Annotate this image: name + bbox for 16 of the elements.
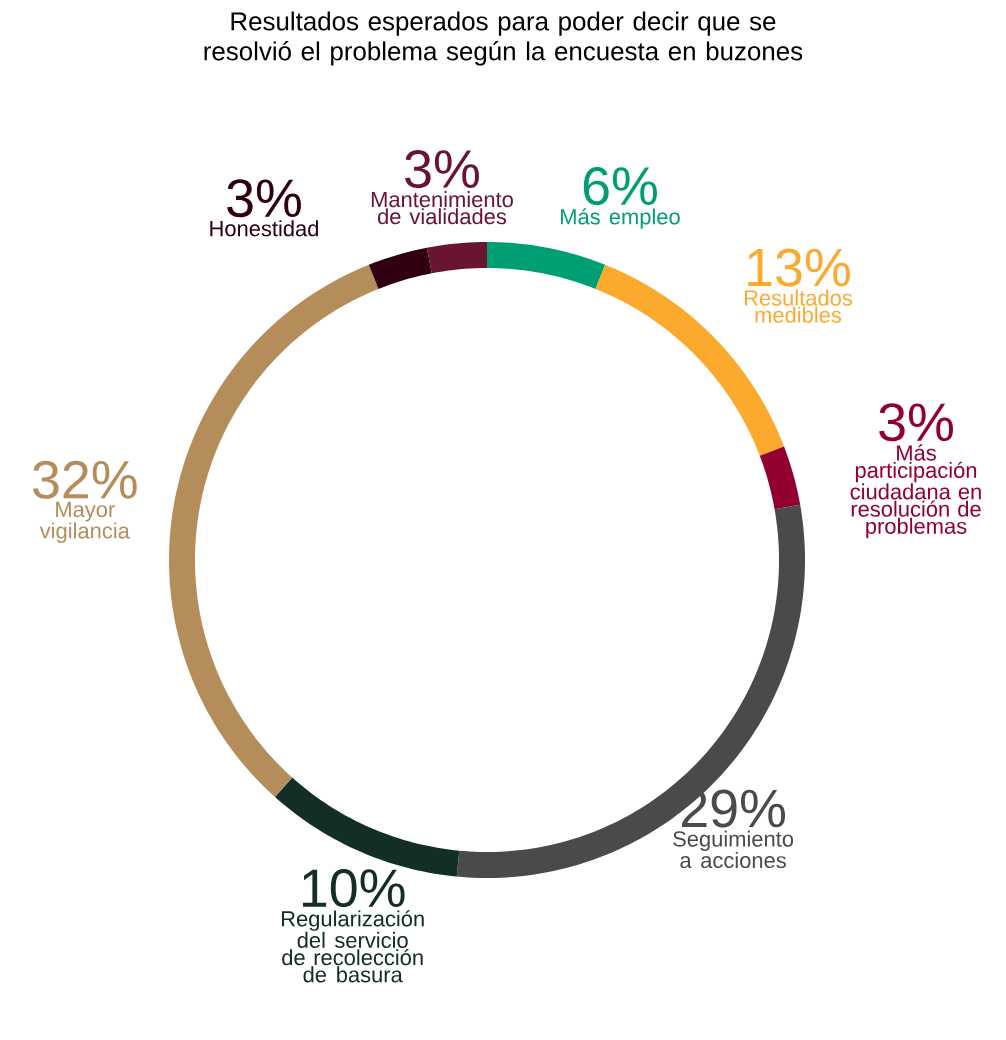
slice-label: Resultados medibles	[744, 289, 852, 323]
chart-title: Resultados esperados para poder decir que se resolvió el problema según la encuesta en buzones	[204, 11, 803, 66]
data-label: 3%	[879, 403, 953, 442]
slice-label: Más participación ciudadana en resolución de problemas	[850, 444, 981, 539]
slice-label: Mantenimiento de vialidades	[371, 191, 513, 225]
slice-label: Mayor vigilancia	[39, 501, 130, 543]
slice-label: Seguimiento a acciones	[673, 830, 794, 869]
data-label: 6%	[583, 167, 657, 206]
slice-label: Más empleo	[561, 208, 680, 229]
data-label: 13%	[748, 248, 850, 287]
data-label: 3%	[227, 179, 301, 218]
slice-label: Honestidad	[210, 220, 318, 237]
data-label: 10%	[302, 869, 405, 908]
data-label: 3%	[405, 150, 479, 189]
data-label: 32%	[33, 460, 137, 499]
slice-label: Regularización del servicio de recolección de basura	[282, 910, 424, 983]
